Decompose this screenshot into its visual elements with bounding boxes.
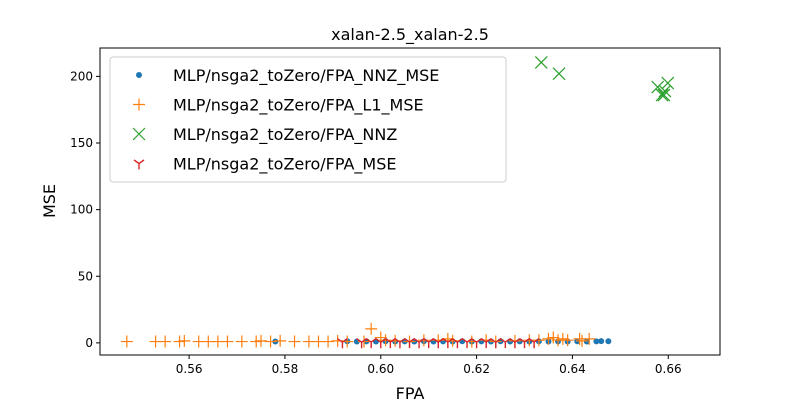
- data-point: [499, 338, 511, 349]
- legend-entry: MLP/nsga2_toZero/FPA_NNZ_MSE: [136, 66, 439, 86]
- data-point: [556, 332, 569, 345]
- data-point: [264, 335, 277, 348]
- y-tick-label: 50: [78, 269, 93, 283]
- data-point: [490, 338, 502, 349]
- legend-entry: MLP/nsga2_toZero/FPA_MSE: [133, 155, 397, 175]
- data-point: [471, 338, 483, 349]
- legend-label: MLP/nsga2_toZero/FPA_NNZ_MSE: [173, 66, 439, 86]
- x-tick-label: 0.60: [367, 362, 394, 376]
- data-point: [250, 335, 263, 348]
- x-tick-label: 0.56: [176, 362, 203, 376]
- legend-label: MLP/nsga2_toZero/FPA_L1_MSE: [173, 96, 424, 116]
- legend-marker: [132, 127, 146, 141]
- data-point: [442, 338, 454, 349]
- data-point: [365, 322, 378, 335]
- data-point: [547, 331, 560, 344]
- data-point: [379, 334, 392, 347]
- data-point: [394, 338, 406, 349]
- plot-frame: [99, 47, 721, 356]
- series-3: [534, 55, 675, 102]
- data-point: [605, 338, 612, 345]
- data-point: [651, 80, 665, 94]
- x-axis-ticks: 0.56 0.58 0.60 0.62 0.64 0.66: [176, 355, 682, 376]
- data-point: [583, 332, 596, 345]
- legend-marker: [136, 72, 142, 78]
- data-point: [657, 88, 671, 102]
- data-point: [322, 335, 335, 348]
- series-4: [337, 338, 540, 349]
- legend-box: [109, 56, 507, 183]
- data-point: [583, 338, 590, 345]
- legend-entries: MLP/nsga2_toZero/FPA_NNZ_MSE MLP/nsga2_to…: [132, 66, 439, 175]
- data-point: [432, 338, 444, 349]
- legend-marker: [133, 159, 145, 170]
- data-point: [274, 334, 287, 347]
- data-point: [423, 338, 435, 349]
- data-point: [375, 338, 387, 349]
- y-tick-label: 150: [70, 136, 93, 150]
- chart-title: xalan-2.5_xalan-2.5: [331, 25, 489, 45]
- legend-label: MLP/nsga2_toZero/FPA_NNZ: [173, 125, 397, 145]
- data-point: [221, 335, 234, 348]
- x-tick-label: 0.58: [272, 362, 299, 376]
- data-point: [384, 338, 396, 349]
- data-point: [413, 338, 425, 349]
- legend: MLP/nsga2_toZero/FPA_NNZ_MSE MLP/nsga2_to…: [109, 56, 507, 183]
- data-point: [461, 338, 473, 349]
- plot-marks: [120, 55, 675, 349]
- data-point: [655, 88, 669, 102]
- y-tick-label: 200: [70, 69, 93, 83]
- y-tick-label: 100: [70, 203, 93, 217]
- legend-marker: [133, 98, 145, 111]
- data-point: [452, 338, 463, 349]
- data-point: [528, 338, 540, 349]
- data-point: [532, 334, 545, 347]
- data-point: [542, 332, 555, 345]
- x-axis-label: FPA: [396, 384, 425, 400]
- data-point: [178, 334, 191, 347]
- x-tick-label: 0.66: [655, 362, 682, 376]
- x-tick-label: 0.62: [463, 362, 490, 376]
- y-axis-ticks: 0 50 100 150 200: [70, 69, 100, 350]
- data-point: [480, 338, 492, 349]
- data-point: [404, 338, 415, 349]
- data-point: [534, 55, 548, 69]
- data-point: [576, 334, 589, 347]
- data-point: [561, 334, 574, 347]
- data-point: [235, 335, 248, 348]
- data-point: [159, 335, 172, 348]
- series-2: [120, 322, 596, 348]
- x-tick-label: 0.64: [559, 362, 586, 376]
- legend-label: MLP/nsga2_toZero/FPA_MSE: [173, 155, 397, 175]
- y-tick-label: 0: [85, 336, 93, 350]
- data-point: [120, 335, 133, 348]
- data-point: [509, 338, 521, 349]
- data-point: [365, 338, 377, 349]
- legend-entry: MLP/nsga2_toZero/FPA_NNZ: [132, 125, 397, 145]
- data-point: [519, 338, 530, 349]
- data-point: [593, 338, 600, 345]
- data-point: [337, 338, 348, 349]
- data-point: [661, 76, 675, 90]
- data-point: [552, 67, 566, 81]
- legend-entry: MLP/nsga2_toZero/FPA_L1_MSE: [133, 96, 424, 116]
- y-axis-label: MSE: [40, 184, 59, 218]
- data-point: [658, 84, 672, 98]
- data-point: [288, 335, 301, 348]
- data-point: [173, 335, 186, 348]
- data-point: [417, 334, 430, 347]
- data-point: [598, 338, 605, 345]
- data-point: [254, 334, 267, 347]
- data-point: [356, 338, 368, 349]
